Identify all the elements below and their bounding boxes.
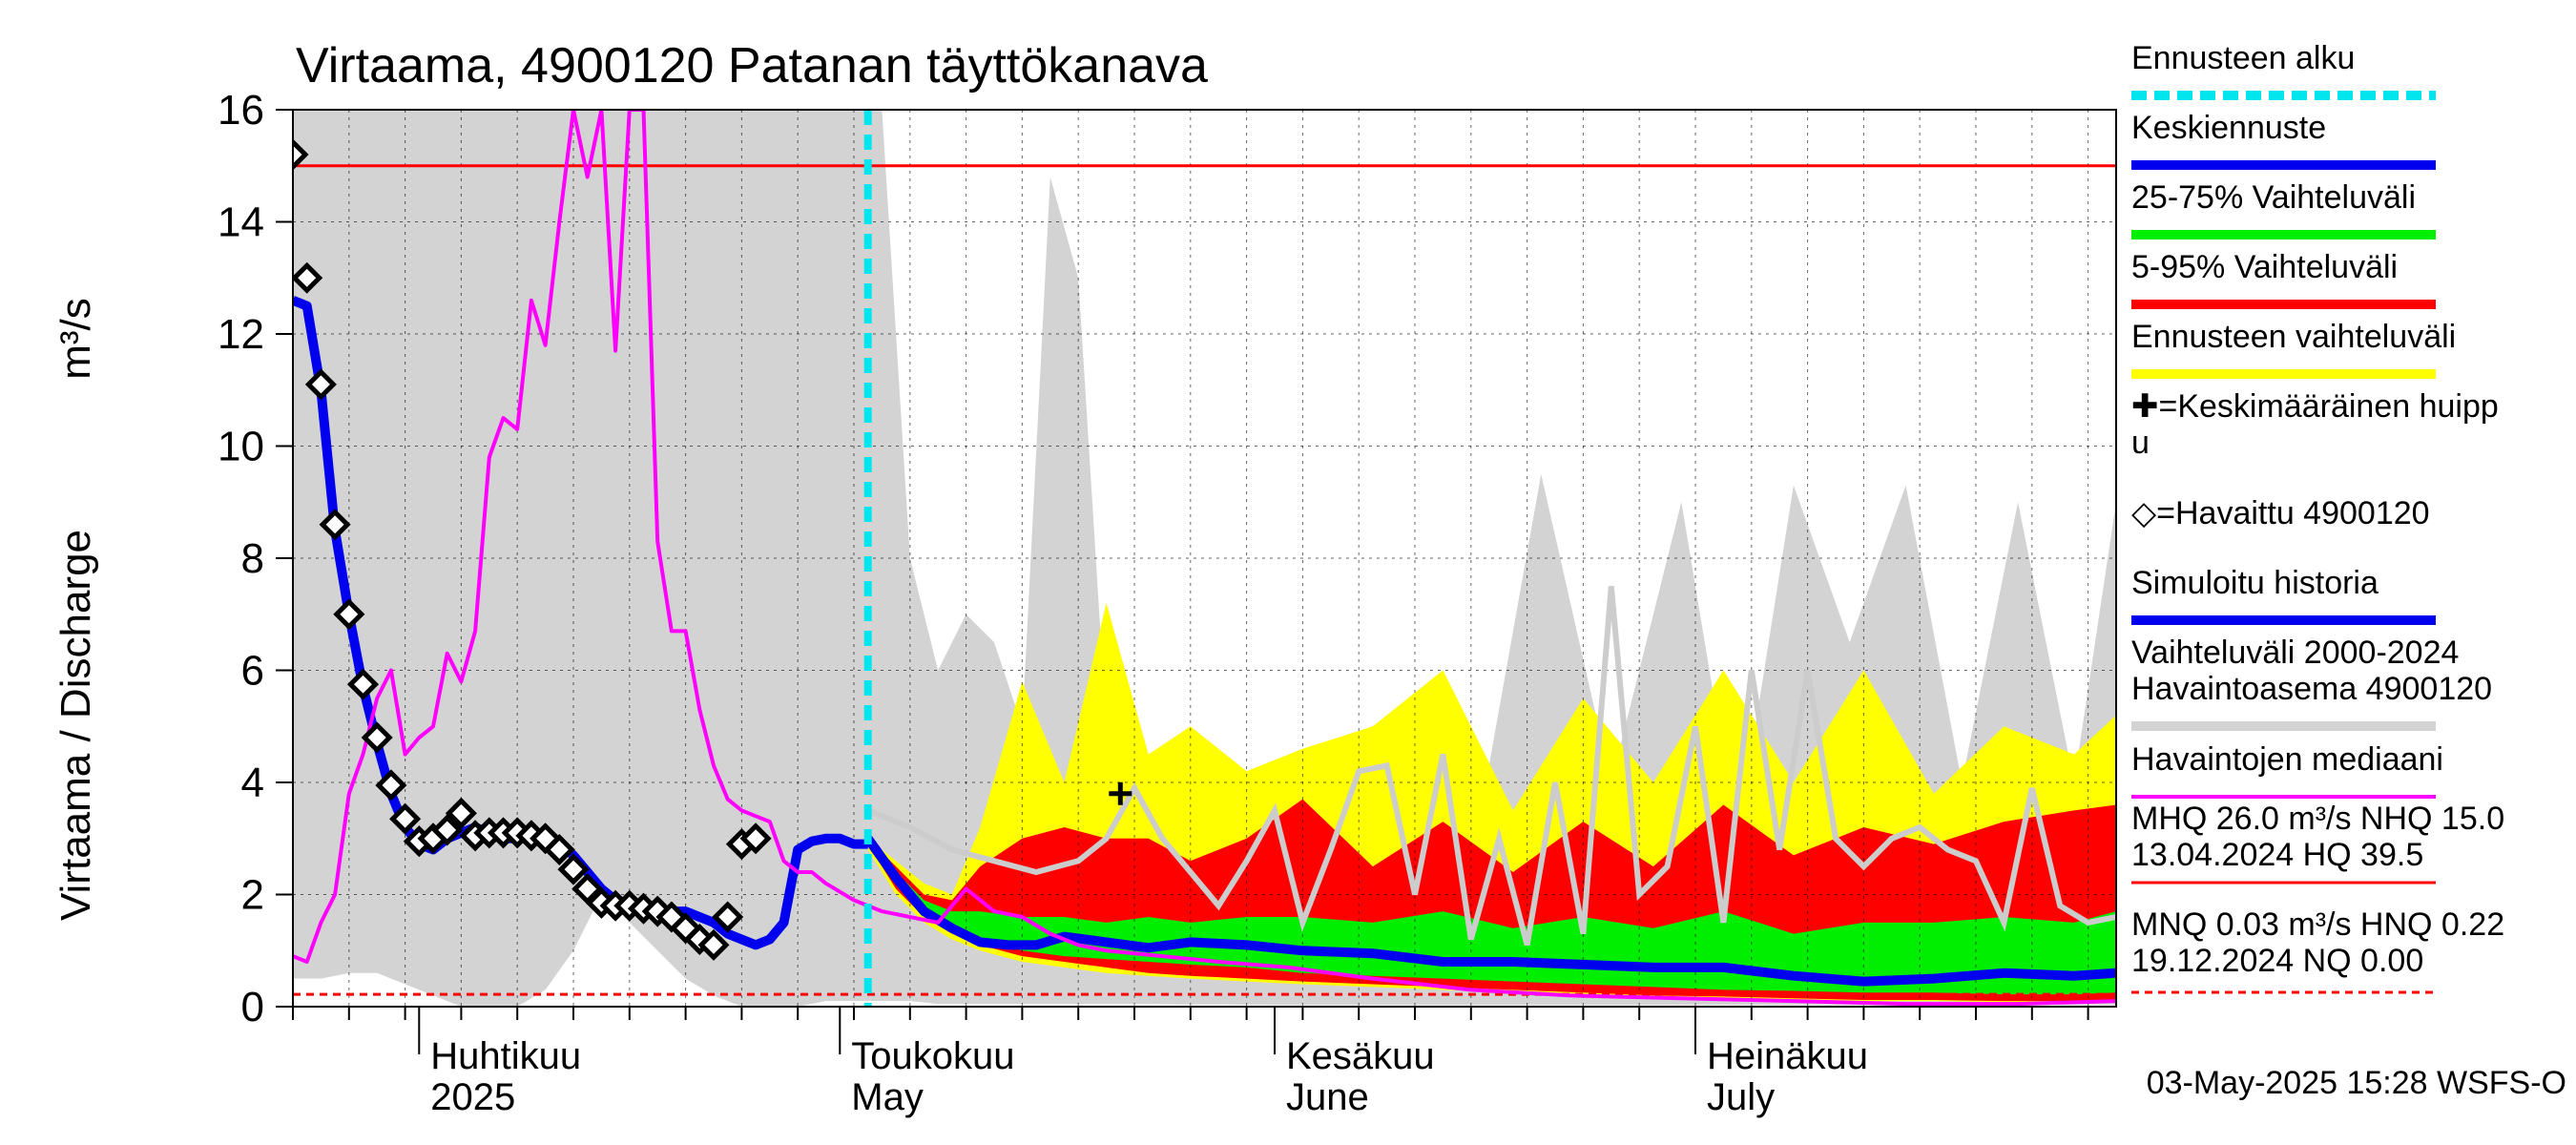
observed-point (293, 138, 309, 171)
legend-label: ◇=Havaittu 4900120 (2131, 495, 2430, 531)
month-label: Kesäkuu (1286, 1035, 1435, 1077)
y-tick-label: 16 (218, 87, 264, 134)
y-tick-label: 0 (241, 984, 264, 1030)
y-tick-label: 4 (241, 760, 264, 806)
observed-point (431, 814, 464, 846)
stats-line-3: MNQ 0.03 m³/s HNQ 0.22 (2131, 906, 2504, 943)
legend-label: Havaintojen mediaani (2131, 741, 2443, 778)
y-tick-label: 12 (218, 311, 264, 358)
band-25-75-vaihteluv-li (867, 838, 2116, 995)
reference-lines (293, 164, 2116, 996)
observed-point (304, 368, 337, 401)
line-keskiennuste (863, 835, 2116, 987)
stats-block: MHQ 26.0 m³/s NHQ 15.0 13.04.2024 HQ 39.… (2131, 801, 2504, 994)
observed-point (445, 797, 477, 829)
mean-peak-marker (1109, 781, 1132, 805)
observed-point (361, 721, 393, 754)
month-label: Toukokuu (851, 1035, 1014, 1077)
y-axis-unit: m³/s (52, 298, 99, 380)
legend-label-line2: Havaintoasema 4900120 (2131, 671, 2492, 707)
month-sublabel: 2025 (430, 1076, 515, 1118)
y-tick-label: 10 (218, 424, 264, 470)
legend-label: Ennusteen vaihteluväli (2131, 319, 2456, 355)
y-tick-label: 2 (241, 872, 264, 919)
observed-point (333, 598, 365, 631)
chart-title: Virtaama, 4900120 Patanan täyttökanava (296, 38, 1208, 94)
line-havaintojen-mediaani (293, 110, 2116, 1007)
legend-label: 5-95% Vaihteluväli (2131, 249, 2398, 285)
y-tick-label: 8 (241, 535, 264, 582)
month-sublabel: July (1707, 1076, 1775, 1118)
observed-point (293, 261, 323, 294)
legend-label: Vaihteluväli 2000-2024 (2131, 635, 2459, 671)
observed-markers (293, 138, 1132, 961)
y-axis-label: Virtaama / Discharge (52, 530, 99, 921)
stats-line-4: 19.12.2024 NQ 0.00 (2131, 943, 2423, 979)
timestamp: 03-May-2025 15:28 WSFS-O (2147, 1065, 2566, 1101)
historical-gray-line (866, 586, 2116, 947)
observed-point (389, 802, 422, 835)
month-sublabel: June (1286, 1076, 1369, 1118)
y-tick-label: 6 (241, 648, 264, 695)
legend-label-line2: u (2131, 425, 2150, 461)
observed-point (739, 822, 772, 855)
legend-label: Keskiennuste (2131, 110, 2326, 146)
legend-label: 25-75% Vaihteluväli (2131, 179, 2416, 216)
stats-line-2: 13.04.2024 HQ 39.5 (2131, 837, 2423, 873)
legend-label: Simuloitu historia (2131, 565, 2379, 601)
observed-point (346, 668, 380, 700)
stats-line-1: MHQ 26.0 m³/s NHQ 15.0 (2131, 801, 2504, 837)
observed-point (697, 928, 730, 961)
month-sublabel: May (851, 1076, 924, 1118)
observed-point (319, 509, 351, 541)
observed-point (375, 769, 407, 802)
legend-label: Ennusteen alku (2131, 40, 2355, 76)
observed-point (557, 853, 590, 885)
observed-point (712, 901, 744, 933)
month-label: Heinäkuu (1707, 1035, 1868, 1077)
legend-label: ✚=Keskimääräinen huipp (2131, 388, 2499, 425)
observed-point (543, 833, 575, 866)
month-label: Huhtikuu (430, 1035, 581, 1077)
y-tick-label: 14 (218, 199, 264, 246)
legend: Ennusteen alku Keskiennuste 25-75% Vaihtel… (2131, 40, 2499, 799)
